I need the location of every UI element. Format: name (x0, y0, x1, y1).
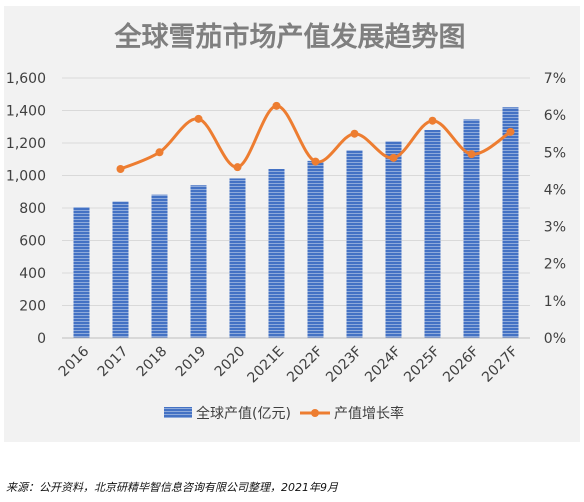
right-tick-label: 5% (544, 145, 566, 161)
chart-title: 全球雪茄市场产值发展趋势图 (114, 21, 466, 53)
growth-point-2021E (272, 101, 281, 110)
bar-2016 (73, 207, 90, 338)
left-tick-label: 800 (19, 201, 46, 217)
growth-point-2018 (155, 148, 164, 157)
legend-bar-swatch (164, 407, 192, 418)
bar-2019 (190, 185, 207, 338)
growth-point-2027F (506, 127, 515, 136)
left-tick-label: 0 (37, 331, 46, 347)
left-tick-label: 200 (19, 299, 46, 315)
legend: 全球产值(亿元) 产值增长率 (164, 405, 404, 422)
left-tick-label: 1,200 (6, 136, 46, 152)
bar-series (73, 107, 519, 338)
right-axis: 0% 1% 2% 3% 4% 5% 6% 7% (544, 71, 566, 347)
right-tick-label: 0% (544, 331, 566, 347)
bar-2023F (346, 150, 363, 338)
growth-point-2026F (467, 150, 476, 159)
growth-point-2019 (194, 114, 203, 123)
x-tick-label: 2025F (401, 344, 443, 386)
bar-2022F (307, 160, 324, 338)
x-tick-label: 2021E (245, 344, 288, 387)
x-tick-label: 2016 (56, 343, 93, 380)
bar-2020 (229, 178, 246, 338)
gridlines (62, 77, 530, 306)
right-tick-label: 7% (544, 71, 566, 87)
left-tick-label: 400 (19, 266, 46, 282)
bar-2027F (502, 107, 519, 338)
x-tick-label: 2024F (362, 344, 404, 386)
growth-point-2025F (428, 116, 437, 125)
bar-2024F (385, 141, 402, 338)
left-tick-label: 1,000 (6, 169, 46, 185)
x-tick-label: 2023F (323, 344, 365, 386)
bar-2026F (463, 119, 480, 338)
x-tick-label: 2018 (134, 344, 171, 381)
x-tick-label: 2017 (95, 344, 132, 381)
source-note: 来源：公开资料，北京研精毕智信息咨询有限公司整理，2021年9月 (6, 481, 338, 494)
line-series (116, 101, 515, 173)
left-tick-label: 1,600 (6, 71, 46, 87)
legend-bar-label: 全球产值(亿元) (196, 405, 291, 422)
x-tick-label: 2022F (284, 344, 326, 386)
legend-line-label: 产值增长率 (334, 405, 404, 422)
right-tick-label: 4% (544, 182, 566, 198)
x-tick-label: 2027F (479, 344, 521, 386)
x-tick-label: 2020 (212, 344, 249, 381)
growth-line (119, 104, 512, 171)
right-tick-label: 1% (544, 294, 566, 310)
growth-point-2020 (233, 163, 242, 172)
legend-line-marker (311, 409, 319, 417)
chart-panel (4, 6, 580, 442)
x-axis: 2016 2017 2018 2019 20202021E2022F2023F2024F… (56, 343, 522, 386)
right-tick-label: 2% (544, 257, 566, 273)
bar-2025F (424, 130, 441, 338)
growth-point-2023F (350, 129, 359, 138)
right-tick-label: 3% (544, 220, 566, 236)
right-tick-label: 6% (544, 108, 566, 124)
growth-point-2022F (311, 157, 320, 166)
x-tick-label: 2019 (173, 344, 210, 381)
bar-2021E (268, 169, 285, 338)
left-tick-label: 600 (19, 234, 46, 250)
bar-2018 (151, 194, 168, 338)
left-axis: 0 200 400 600 800 1,000 1,200 1,400 1,600 (6, 71, 46, 347)
left-tick-label: 1,400 (6, 104, 46, 120)
bar-2017 (112, 201, 129, 338)
x-tick-label: 2026F (440, 344, 482, 386)
growth-point-2017 (116, 165, 125, 173)
growth-point-2024F (389, 153, 398, 162)
